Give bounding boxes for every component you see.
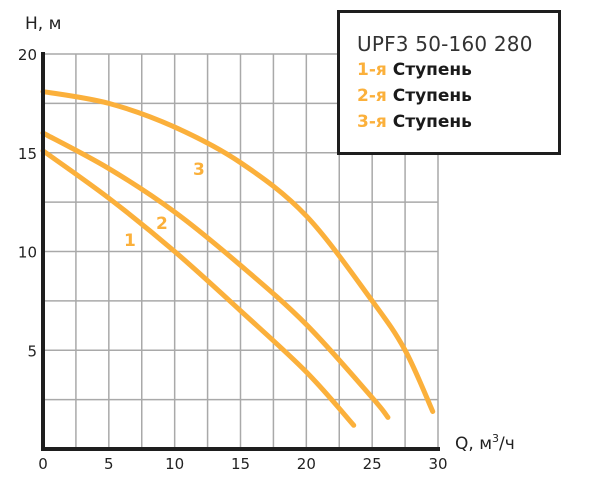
legend-item-text: Ступень — [392, 60, 472, 80]
y-axis-title: H, м — [25, 14, 61, 34]
legend-item-1: 1-я Ступень — [357, 57, 558, 83]
legend-item-number: 2-я — [357, 86, 387, 106]
x-tick-label: 25 — [363, 455, 382, 473]
curves — [40, 89, 436, 428]
legend-title: UPF3 50-160 280 — [357, 32, 533, 56]
legend-item-number: 1-я — [357, 60, 387, 80]
curve-label-2: 2 — [156, 214, 168, 234]
curve-stage-3 — [40, 89, 436, 414]
legend: UPF3 50-160 280 1-я Ступень 2-я Ступень … — [337, 10, 561, 155]
curve-label-1: 1 — [124, 231, 136, 251]
y-tick-label: 5 — [27, 342, 37, 360]
x-tick-labels: 0 5 10 15 20 25 30 — [38, 455, 447, 473]
y-tick-label: 15 — [18, 145, 37, 163]
x-tick-label: 5 — [104, 455, 114, 473]
curve-stage-1 — [40, 148, 357, 428]
curve-stage-2 — [40, 130, 391, 420]
legend-item-2: 2-я Ступень — [357, 83, 558, 109]
x-tick-label: 10 — [165, 455, 184, 473]
legend-item-text: Ступень — [392, 86, 472, 106]
curve-label-3: 3 — [193, 160, 205, 180]
x-tick-label: 15 — [231, 455, 250, 473]
legend-item-3: 3-я Ступень — [357, 109, 558, 135]
legend-item-number: 3-я — [357, 112, 387, 132]
y-tick-labels: 5 10 15 20 — [18, 46, 37, 360]
y-tick-label: 20 — [18, 46, 37, 64]
x-tick-label: 20 — [297, 455, 316, 473]
y-tick-label: 10 — [18, 244, 37, 262]
x-axis-title: Q, м3/ч — [455, 432, 515, 454]
legend-item-text: Ступень — [392, 112, 472, 132]
x-tick-label: 30 — [428, 455, 447, 473]
x-tick-label: 0 — [38, 455, 48, 473]
